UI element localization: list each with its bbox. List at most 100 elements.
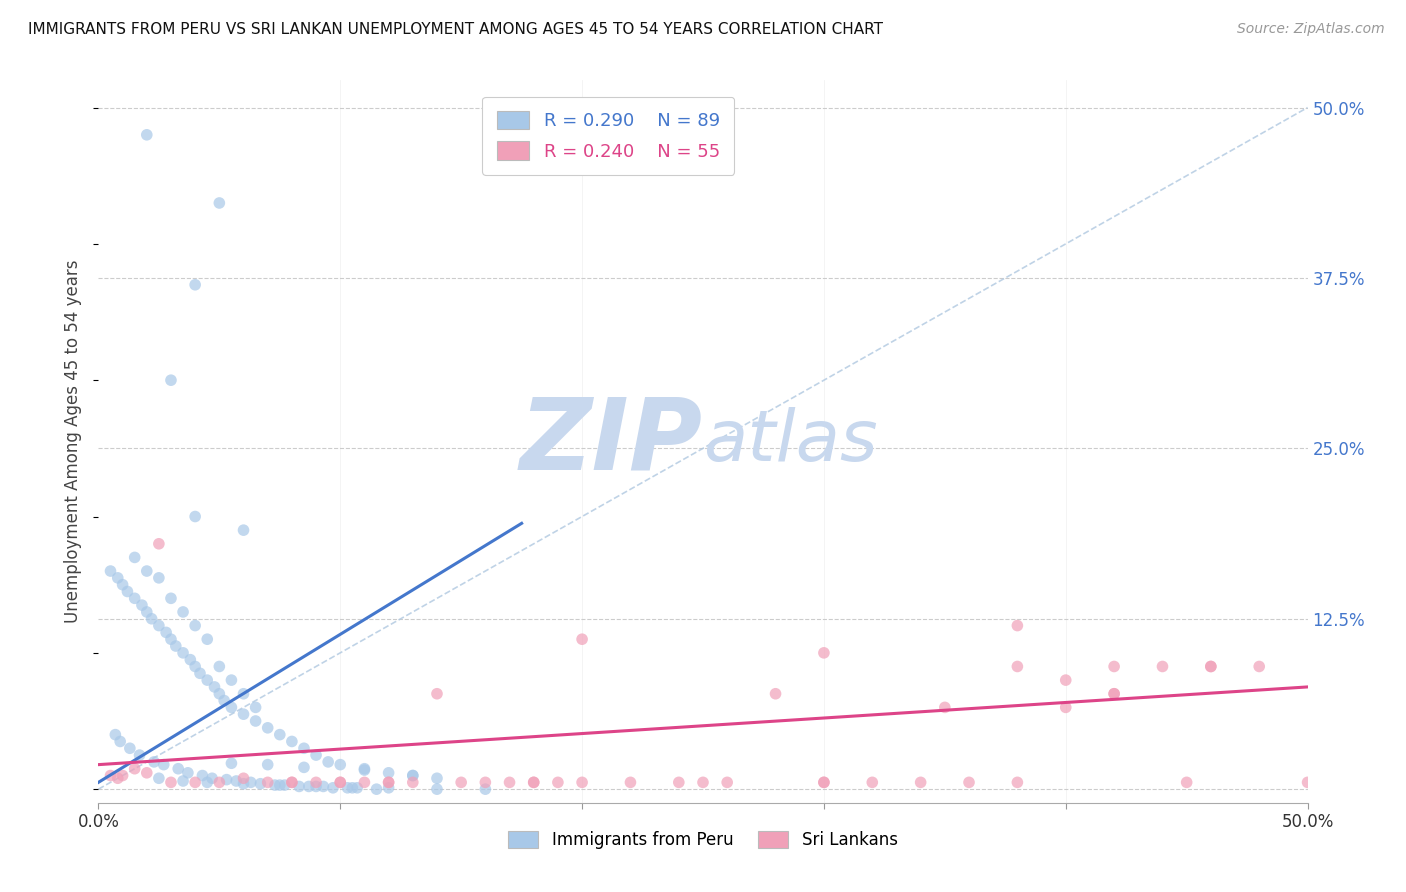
Point xyxy=(305,775,328,789)
Point xyxy=(232,523,254,537)
Point xyxy=(813,775,835,789)
Point xyxy=(131,598,153,612)
Point xyxy=(269,778,291,792)
Point xyxy=(195,673,218,687)
Point xyxy=(619,775,641,789)
Point xyxy=(232,707,254,722)
Point xyxy=(191,768,214,782)
Point xyxy=(184,277,207,292)
Point xyxy=(1007,775,1029,789)
Point xyxy=(124,762,146,776)
Point xyxy=(1249,659,1271,673)
Point xyxy=(813,646,835,660)
Point xyxy=(148,537,170,551)
Point xyxy=(329,775,352,789)
Point xyxy=(100,564,122,578)
Point xyxy=(221,700,243,714)
Point xyxy=(571,632,593,647)
Point xyxy=(232,771,254,785)
Point xyxy=(377,775,399,789)
Point xyxy=(221,673,243,687)
Point xyxy=(135,128,157,142)
Point xyxy=(165,639,187,653)
Point xyxy=(167,762,190,776)
Point xyxy=(571,775,593,789)
Point xyxy=(135,564,157,578)
Point xyxy=(1007,659,1029,673)
Legend: Immigrants from Peru, Sri Lankans: Immigrants from Peru, Sri Lankans xyxy=(502,824,904,856)
Point xyxy=(152,757,174,772)
Point xyxy=(474,782,496,797)
Point xyxy=(402,768,425,782)
Point xyxy=(195,632,218,647)
Point xyxy=(239,775,262,789)
Point xyxy=(692,775,714,789)
Point xyxy=(346,780,368,795)
Point xyxy=(402,775,425,789)
Point xyxy=(188,666,211,681)
Point xyxy=(195,775,218,789)
Point xyxy=(426,771,449,785)
Point xyxy=(269,728,291,742)
Point xyxy=(288,780,311,794)
Point xyxy=(208,659,231,673)
Point xyxy=(316,755,339,769)
Point xyxy=(108,734,131,748)
Point xyxy=(232,777,254,791)
Point xyxy=(353,763,375,777)
Point xyxy=(232,687,254,701)
Point xyxy=(1175,775,1198,789)
Point xyxy=(523,775,546,789)
Point xyxy=(172,774,194,789)
Point xyxy=(305,748,328,763)
Point xyxy=(177,765,200,780)
Point xyxy=(523,775,546,789)
Point xyxy=(107,771,129,785)
Point xyxy=(184,509,207,524)
Point xyxy=(135,765,157,780)
Point xyxy=(1152,659,1174,673)
Point xyxy=(813,775,835,789)
Point xyxy=(221,756,243,771)
Point xyxy=(141,612,163,626)
Point xyxy=(292,760,315,774)
Point xyxy=(292,741,315,756)
Point xyxy=(377,765,399,780)
Point xyxy=(668,775,690,789)
Point xyxy=(264,778,287,792)
Point xyxy=(1102,659,1125,673)
Point xyxy=(160,775,183,789)
Point xyxy=(179,653,201,667)
Point xyxy=(366,782,388,797)
Point xyxy=(208,196,231,211)
Point xyxy=(155,625,177,640)
Point xyxy=(1296,775,1319,789)
Point xyxy=(172,646,194,660)
Point xyxy=(249,777,271,791)
Point xyxy=(450,775,472,789)
Point xyxy=(124,591,146,606)
Point xyxy=(1102,687,1125,701)
Point xyxy=(860,775,883,789)
Point xyxy=(474,775,496,789)
Point xyxy=(256,757,278,772)
Point xyxy=(765,687,787,701)
Point xyxy=(336,780,359,795)
Point xyxy=(100,768,122,782)
Text: ZIP: ZIP xyxy=(520,393,703,490)
Point xyxy=(208,687,231,701)
Point xyxy=(1054,700,1077,714)
Point xyxy=(148,571,170,585)
Point xyxy=(377,780,399,795)
Point xyxy=(312,780,335,794)
Point xyxy=(281,775,304,789)
Point xyxy=(716,775,738,789)
Point xyxy=(160,632,183,647)
Point xyxy=(128,748,150,763)
Point xyxy=(204,680,226,694)
Point xyxy=(353,762,375,776)
Point xyxy=(111,768,134,782)
Point xyxy=(342,780,364,795)
Point xyxy=(143,755,166,769)
Point xyxy=(215,772,238,787)
